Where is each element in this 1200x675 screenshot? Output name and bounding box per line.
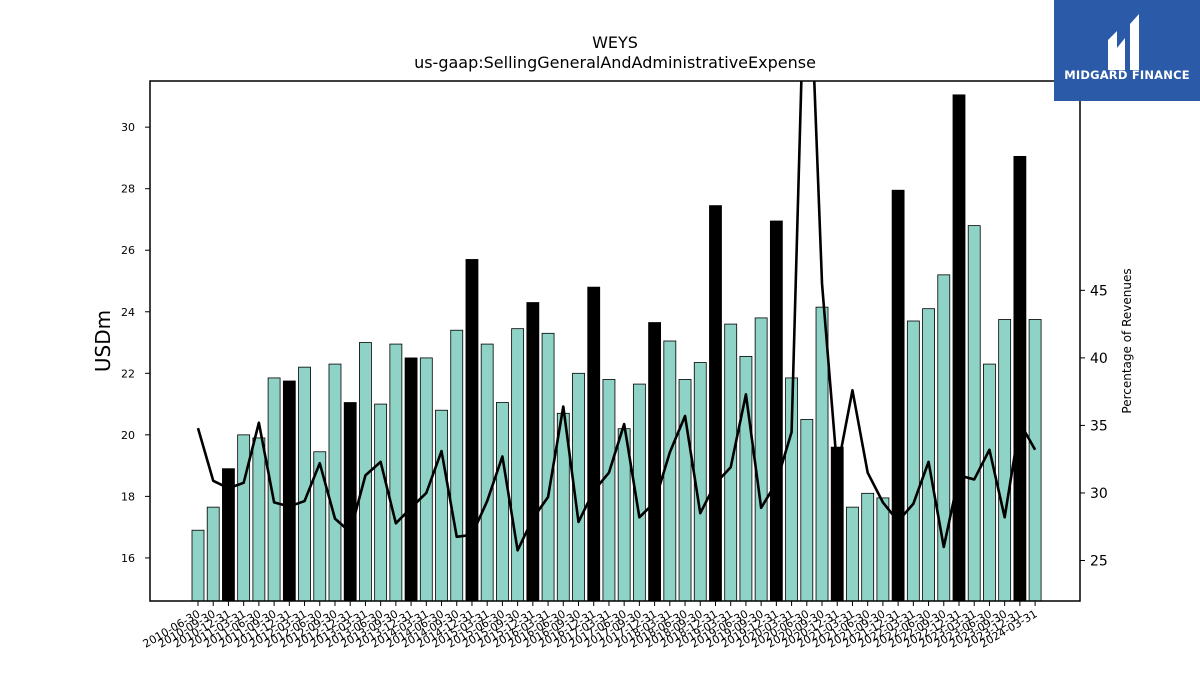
bar (678, 379, 692, 602)
bar (754, 317, 768, 602)
bar (191, 529, 205, 602)
bar (663, 340, 677, 602)
bar (602, 379, 616, 602)
y2-tick-label: 35 (1090, 418, 1108, 434)
logo-badge: MIDGARD FINANCE (1054, 0, 1200, 101)
y-tick-label: 24 (121, 306, 135, 319)
y2-axis-label: Percentage of Revenues (1120, 268, 1134, 413)
chart-title: WEYS (592, 33, 638, 52)
bar (450, 329, 464, 602)
y-tick-label: 22 (121, 367, 135, 380)
bar (846, 506, 859, 602)
y-tick-label: 18 (121, 490, 135, 503)
y-axis-label: USDm (91, 310, 115, 372)
y2-tick-label: 40 (1090, 351, 1108, 367)
bar (282, 380, 296, 602)
bar (526, 302, 540, 602)
bar (328, 363, 342, 602)
bar (983, 363, 996, 602)
y-tick-label: 30 (121, 121, 135, 134)
bar (465, 259, 479, 602)
bar (267, 377, 281, 602)
bar (1013, 155, 1027, 602)
bar (252, 437, 266, 602)
bar (343, 402, 357, 602)
x-axis-ticks: 2010-06-302010-09-302010-12-312011-03-31… (141, 601, 1040, 651)
bar (374, 403, 388, 602)
bar (800, 419, 814, 602)
percentage-line (196, 81, 1037, 552)
bar (967, 225, 981, 602)
bar (404, 357, 418, 602)
bars-group (191, 94, 1042, 602)
bar (435, 409, 448, 602)
bar (876, 497, 890, 602)
bar (891, 189, 905, 602)
bar (769, 220, 783, 602)
bar (815, 306, 829, 602)
bar (511, 328, 525, 602)
chart-subtitle: us-gaap:SellingGeneralAndAdministrativeE… (414, 53, 816, 72)
bar (389, 343, 403, 602)
bar (952, 94, 966, 602)
y-tick-label: 20 (121, 429, 135, 442)
y2-tick-label: 45 (1090, 283, 1108, 299)
right-axis-ticks: 25 30 35 40 45 (1080, 283, 1108, 569)
y2-tick-label: 30 (1090, 486, 1108, 502)
y2-tick-label: 25 (1090, 553, 1108, 569)
left-axis-ticks: 16 18 20 22 24 26 28 30 (121, 121, 150, 565)
bar (937, 274, 951, 602)
bar (587, 286, 601, 602)
logo-text: MIDGARD FINANCE (1064, 68, 1190, 82)
y-tick-label: 26 (121, 244, 135, 257)
midgard-m-logo-icon (1108, 14, 1139, 70)
bar (906, 320, 920, 602)
y-tick-label: 28 (121, 183, 135, 196)
bar (998, 319, 1012, 602)
bar (495, 402, 509, 602)
bar (648, 322, 661, 602)
bar (709, 205, 722, 602)
bar (1028, 319, 1042, 602)
bar (237, 434, 251, 602)
y-tick-label: 16 (121, 552, 135, 565)
bar (861, 492, 875, 602)
plot-frame (149, 80, 1081, 602)
bar (922, 308, 935, 602)
bar (480, 343, 494, 602)
bar (206, 506, 220, 602)
bar (298, 366, 311, 602)
